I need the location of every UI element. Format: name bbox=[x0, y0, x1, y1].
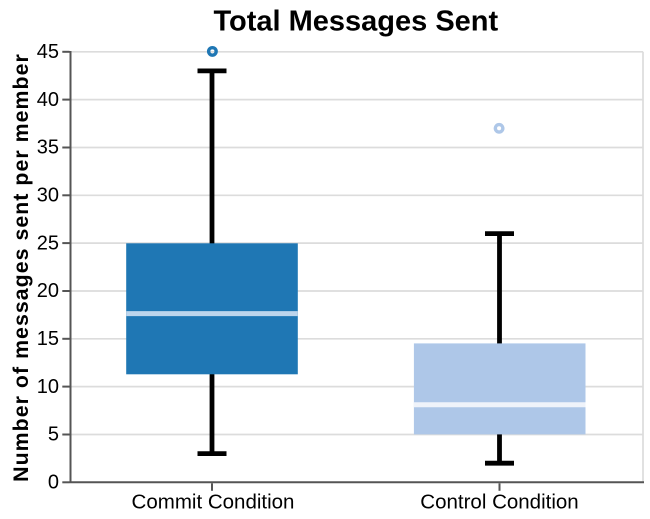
svg-text:5: 5 bbox=[48, 424, 59, 446]
svg-text:0: 0 bbox=[48, 472, 59, 494]
svg-text:20: 20 bbox=[37, 280, 59, 302]
svg-text:45: 45 bbox=[37, 41, 59, 63]
svg-text:15: 15 bbox=[37, 328, 59, 350]
svg-text:Control Condition: Control Condition bbox=[420, 491, 578, 514]
svg-text:Total Messages Sent: Total Messages Sent bbox=[213, 5, 498, 37]
svg-text:30: 30 bbox=[37, 185, 59, 207]
svg-text:Commit Condition: Commit Condition bbox=[132, 491, 295, 514]
svg-text:25: 25 bbox=[37, 232, 59, 254]
svg-text:Number of messages sent per me: Number of messages sent per member bbox=[9, 53, 33, 482]
svg-text:10: 10 bbox=[37, 376, 59, 398]
svg-text:40: 40 bbox=[37, 89, 59, 111]
svg-text:35: 35 bbox=[37, 137, 59, 159]
